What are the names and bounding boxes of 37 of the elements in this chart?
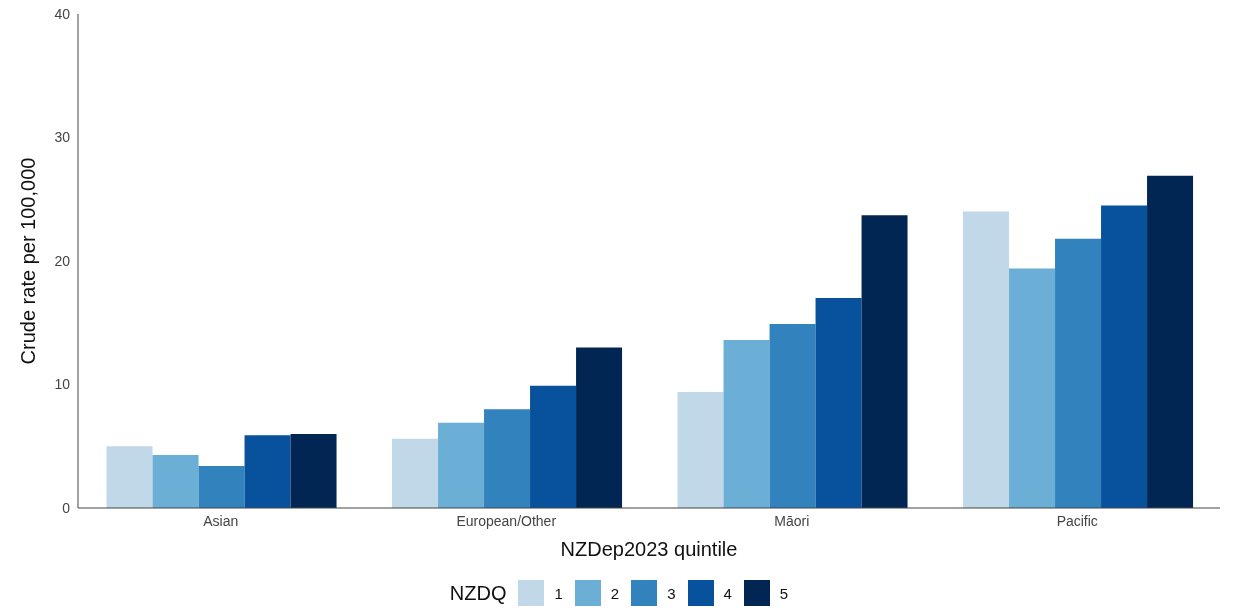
bar [963,211,1010,508]
bar [106,446,153,508]
bar [815,298,862,508]
x-axis-title: NZDep2023 quintile [560,538,738,560]
bar [769,323,816,508]
x-tick-label: European/Other [456,512,557,529]
legend-label: 3 [667,584,676,602]
bar [1147,175,1194,508]
bar [484,409,531,508]
bar [392,438,439,508]
bar [438,422,485,508]
bar [152,454,199,508]
bar [861,215,908,508]
bar [1055,238,1102,508]
bar [576,347,623,508]
bar [198,466,245,508]
bar [1101,205,1148,508]
bar [244,435,291,508]
bar [1009,268,1056,508]
x-tick-label: Pacific [1056,512,1098,529]
x-tick-label: Asian [203,512,239,529]
y-tick-label: 40 [54,5,71,22]
legend-label: 4 [723,584,732,602]
y-tick-label: 20 [54,252,71,269]
bar [723,340,770,508]
y-tick-label: 30 [54,129,71,146]
legend-label: 5 [779,584,789,602]
y-axis-title: Crude rate per 100,000 [17,157,40,365]
x-tick-label: Māori [774,512,810,529]
y-tick-label: 10 [54,376,71,393]
legend-label: 1 [554,584,563,602]
legend-title: NZDQ [449,581,507,605]
y-tick-label: 0 [62,499,71,516]
bar [530,385,577,508]
bar [677,391,724,508]
bar [290,433,337,508]
legend-label: 2 [610,584,620,602]
